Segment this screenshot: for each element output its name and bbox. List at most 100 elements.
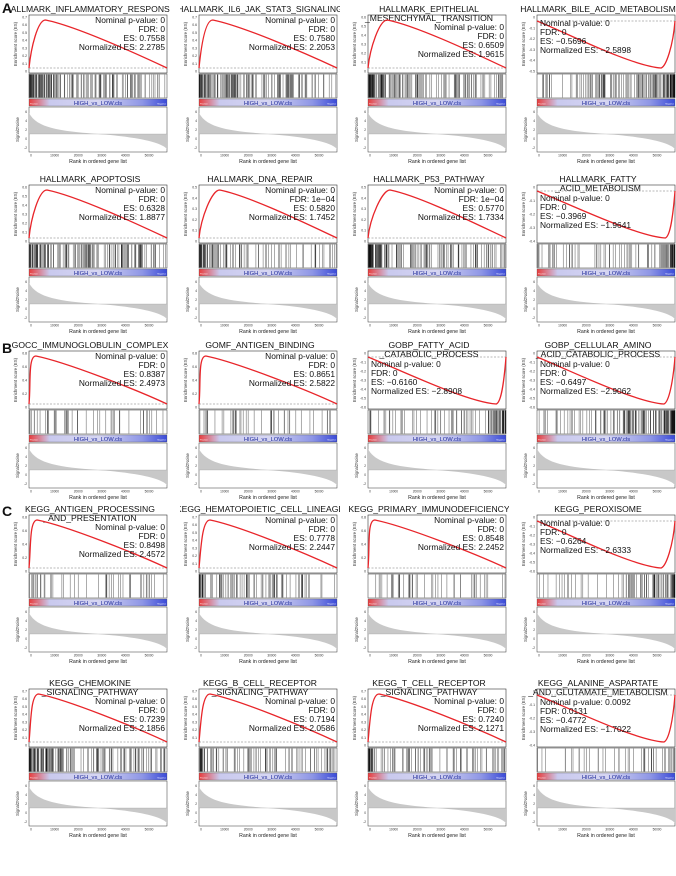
y-tick-label: -0.5 bbox=[529, 397, 535, 401]
ranking-bar-label: HIGH_vs_LOW.cls bbox=[582, 101, 630, 107]
bar-positive-label: Positive bbox=[30, 603, 38, 606]
bar-positive-label: Positive bbox=[200, 777, 208, 780]
x-tick-label: 40000 bbox=[460, 828, 469, 832]
signal-tick-label: 0 bbox=[533, 473, 535, 477]
stat-line: FDR: 0 bbox=[138, 194, 165, 204]
stat-line: Nominal p-value: 0 bbox=[95, 696, 165, 706]
y-tick-label: 0.3 bbox=[192, 720, 197, 724]
ranking-bar-label: HIGH_vs_LOW.cls bbox=[413, 101, 461, 107]
signal-tick-label: 4 bbox=[25, 793, 27, 797]
panel-title: _AND_PRESENTATION bbox=[42, 513, 136, 523]
x-tick-label: 10000 bbox=[389, 490, 398, 494]
panel-title: HALLMARK_IL6_JAK_STAT3_SIGNALING bbox=[180, 4, 340, 14]
x-tick-label: 20000 bbox=[74, 490, 83, 494]
x-tick-label: 20000 bbox=[244, 654, 253, 658]
y-tick-label: -0.3 bbox=[529, 543, 535, 547]
y-tick-label: 0.5 bbox=[22, 31, 27, 35]
y-tick-label: 0.2 bbox=[361, 728, 366, 732]
stat-line: FDR: 0 bbox=[540, 368, 567, 378]
gsea-panel: KEGG_PEROXISOME 0 -0.1 -0.2 -0.3 -0.4 -0.5 -0.6… bbox=[521, 504, 676, 664]
stat-line: FDR: 0 bbox=[308, 24, 335, 34]
signal-tick-label: -2 bbox=[24, 820, 27, 824]
y-tick-label: -0.2 bbox=[529, 534, 535, 538]
signal-tick-label: 6 bbox=[364, 110, 366, 114]
x-tick-label: 40000 bbox=[121, 154, 130, 158]
ranking-bar-label: HIGH_vs_LOW.cls bbox=[74, 775, 122, 781]
y-tick-label: 0.1 bbox=[22, 62, 27, 66]
y-tick-label: 0.3 bbox=[22, 720, 27, 724]
signal-axis-label: Signal2Noise bbox=[354, 286, 359, 311]
ranking-bar bbox=[367, 434, 507, 443]
bar-positive-label: Positive bbox=[369, 439, 377, 442]
x-tick-label: 10000 bbox=[50, 654, 59, 658]
stat-line: FDR: 0 bbox=[540, 527, 567, 537]
y-tick-label: 0.8 bbox=[192, 352, 197, 356]
y-tick-label: -0.4 bbox=[360, 388, 366, 392]
stat-line: ES: 0.6328 bbox=[124, 203, 166, 213]
es-plot-frame bbox=[536, 184, 676, 244]
y-tick-label: 0.6 bbox=[192, 523, 197, 527]
panel-title: HALLMARK_FATTY bbox=[559, 174, 636, 184]
es-curve bbox=[28, 19, 168, 69]
x-tick-label: 0 bbox=[369, 324, 371, 328]
signal-axis-label: Signal2Noise bbox=[185, 790, 190, 815]
x-tick-label: 40000 bbox=[629, 828, 638, 832]
bar-positive-label: Positive bbox=[538, 777, 546, 780]
es-axis-label: Enrichment score (ES) bbox=[521, 21, 526, 66]
signal-tick-label: 2 bbox=[533, 802, 535, 806]
gene-hit-track bbox=[536, 73, 676, 99]
signal-tick-label: 0 bbox=[195, 137, 197, 141]
es-plot-frame bbox=[536, 14, 676, 74]
signal-axis-label: Signal2Noise bbox=[523, 116, 528, 141]
y-tick-label: -0.5 bbox=[529, 70, 535, 74]
signal-tick-label: -2 bbox=[363, 646, 366, 650]
x-tick-label: 10000 bbox=[50, 490, 59, 494]
es-axis-label: Enrichment score (ES) bbox=[13, 191, 18, 236]
es-axis-label: Enrichment score (ES) bbox=[13, 21, 18, 66]
ranking-bar bbox=[536, 772, 676, 781]
bar-positive-label: Positive bbox=[369, 603, 377, 606]
signal-tick-label: 0 bbox=[195, 811, 197, 815]
stat-line: FDR: 0 bbox=[138, 24, 165, 34]
y-tick-label: 0.8 bbox=[22, 352, 27, 356]
y-tick-label: 0.4 bbox=[361, 713, 366, 717]
y-tick-label: 0 bbox=[533, 690, 535, 694]
panel-title: _SIGNALING_PATHWAY bbox=[211, 687, 309, 697]
y-tick-label: -0.3 bbox=[529, 730, 535, 734]
gsea-panel: HALLMARK_APOPTOSIS 0.6 0.5 0.4 0.3 0.2 0.1 0 Enr… bbox=[13, 174, 168, 334]
x-tick-label: 20000 bbox=[413, 654, 422, 658]
x-tick-label: 50000 bbox=[484, 324, 493, 328]
y-tick-label: 0.6 bbox=[361, 16, 366, 20]
signal-area bbox=[199, 113, 337, 149]
x-tick-label: 10000 bbox=[558, 828, 567, 832]
signal-tick-label: 6 bbox=[533, 784, 535, 788]
y-tick-label: 0.3 bbox=[192, 46, 197, 50]
y-tick-label: -0.4 bbox=[529, 552, 535, 556]
stat-line: FDR: 0 bbox=[477, 524, 504, 534]
es-curve bbox=[536, 20, 676, 69]
x-tick-label: 20000 bbox=[74, 654, 83, 658]
es-plot-frame bbox=[28, 350, 168, 410]
stat-line: FDR: 0 bbox=[138, 360, 165, 370]
x-tick-label: 20000 bbox=[244, 828, 253, 832]
y-tick-label: 0.2 bbox=[22, 556, 27, 560]
signal-tick-label: -2 bbox=[532, 146, 535, 150]
y-tick-label: 0.7 bbox=[192, 516, 197, 520]
panel-title: KEGG_B_CELL_RECEPTOR bbox=[203, 678, 317, 688]
signal-tick-label: -2 bbox=[24, 646, 27, 650]
x-tick-label: 40000 bbox=[121, 490, 130, 494]
gene-hit-track bbox=[536, 243, 676, 269]
panel-title: GOMF_ANTIGEN_BINDING bbox=[205, 340, 315, 350]
panel-title: HALLMARK_BILE_ACID_METABOLISM bbox=[520, 4, 676, 14]
signal-tick-label: 4 bbox=[364, 793, 366, 797]
signal-tick-label: 6 bbox=[195, 280, 197, 284]
ranking-bar-label: HIGH_vs_LOW.cls bbox=[74, 601, 122, 607]
es-plot-frame bbox=[536, 688, 676, 748]
gene-hit-track bbox=[198, 243, 338, 269]
y-tick-label: 0.6 bbox=[192, 23, 197, 27]
x-tick-label: 50000 bbox=[653, 490, 662, 494]
signal-area bbox=[537, 283, 675, 319]
bar-positive-label: Positive bbox=[538, 439, 546, 442]
x-tick-label: 50000 bbox=[484, 490, 493, 494]
x-tick-label: 30000 bbox=[436, 324, 445, 328]
